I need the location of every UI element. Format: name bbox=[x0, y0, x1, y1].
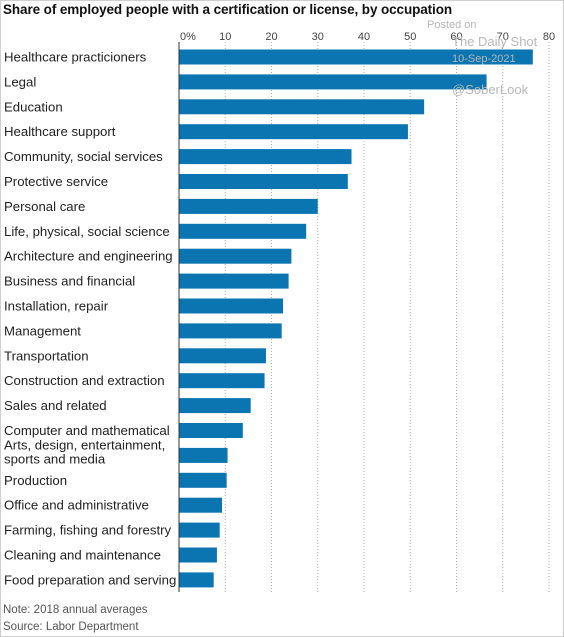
category-label: Personal care bbox=[4, 199, 85, 214]
bar bbox=[179, 447, 228, 463]
category-label: Transportation bbox=[4, 348, 89, 363]
category-label: Construction and extraction bbox=[4, 373, 165, 388]
category-label: Office and administrative bbox=[4, 498, 149, 513]
category-label: Legal bbox=[4, 74, 36, 89]
x-tick-labels: 0% 10 20 30 40 50 60 70 80 bbox=[180, 31, 555, 43]
bar bbox=[179, 223, 307, 239]
category-label: Life, physical, social science bbox=[4, 224, 170, 239]
x-tick-label: 70 bbox=[497, 31, 509, 43]
watermark-line-2: The Daily Shot bbox=[452, 34, 538, 49]
bar bbox=[179, 198, 318, 214]
category-label: Education bbox=[4, 99, 63, 114]
bar bbox=[179, 497, 223, 513]
bar bbox=[179, 149, 352, 165]
category-label: Food preparation and serving bbox=[4, 572, 176, 587]
bar bbox=[179, 373, 265, 389]
category-label: Management bbox=[4, 323, 81, 338]
bar bbox=[179, 348, 266, 364]
x-tick-label: 80 bbox=[543, 31, 555, 43]
category-label: Production bbox=[4, 473, 67, 488]
category-label: Farming, fishing and forestry bbox=[4, 523, 172, 538]
category-label: Protective service bbox=[4, 174, 108, 189]
x-tick-label: 10 bbox=[219, 31, 231, 43]
category-label: Business and financial bbox=[4, 274, 135, 289]
bar bbox=[179, 74, 487, 90]
category-label: Healthcare support bbox=[4, 124, 116, 139]
category-label: Community, social services bbox=[4, 149, 163, 164]
bar bbox=[179, 174, 348, 189]
watermark-line-4: @SoberLook bbox=[452, 82, 529, 97]
bar bbox=[179, 49, 533, 65]
bar bbox=[179, 547, 217, 563]
watermark-line-3: 10-Sep-2021 bbox=[452, 53, 516, 65]
category-label: Healthcare practicioners bbox=[4, 50, 147, 65]
category-label: Installation, repair bbox=[4, 299, 109, 314]
x-tick-label: 20 bbox=[265, 31, 277, 43]
bar bbox=[179, 248, 292, 264]
x-tick-label: 40 bbox=[358, 31, 370, 43]
bar bbox=[179, 273, 289, 289]
bar bbox=[179, 423, 243, 438]
chart-title: Share of employed people with a certific… bbox=[3, 2, 453, 17]
category-label: Architecture and engineering bbox=[4, 249, 173, 264]
category-labels: Healthcare practicioners Legal Education He… bbox=[4, 50, 176, 588]
footer-source: Source: Labor Department bbox=[3, 621, 139, 633]
category-label: Computer and mathematical bbox=[4, 423, 170, 438]
x-tick-label: 30 bbox=[312, 31, 324, 43]
bar bbox=[179, 572, 214, 588]
bar bbox=[179, 398, 251, 414]
bar bbox=[179, 99, 425, 115]
x-tick-label: 0% bbox=[180, 31, 196, 43]
watermark-line-1: Posted on bbox=[427, 19, 477, 31]
bars bbox=[179, 49, 533, 588]
bar bbox=[179, 472, 227, 488]
category-label: Cleaning and maintenance bbox=[4, 548, 161, 563]
x-tick-label: 50 bbox=[404, 31, 416, 43]
bar bbox=[179, 323, 282, 339]
x-tick-label: 60 bbox=[450, 31, 462, 43]
bar bbox=[179, 298, 284, 314]
category-label: Arts, design, entertainment, sports and m… bbox=[4, 437, 165, 466]
bar bbox=[179, 124, 408, 140]
category-label: Sales and related bbox=[4, 398, 107, 413]
bar bbox=[179, 522, 220, 538]
footer-note: Note: 2018 annual averages bbox=[3, 604, 148, 616]
